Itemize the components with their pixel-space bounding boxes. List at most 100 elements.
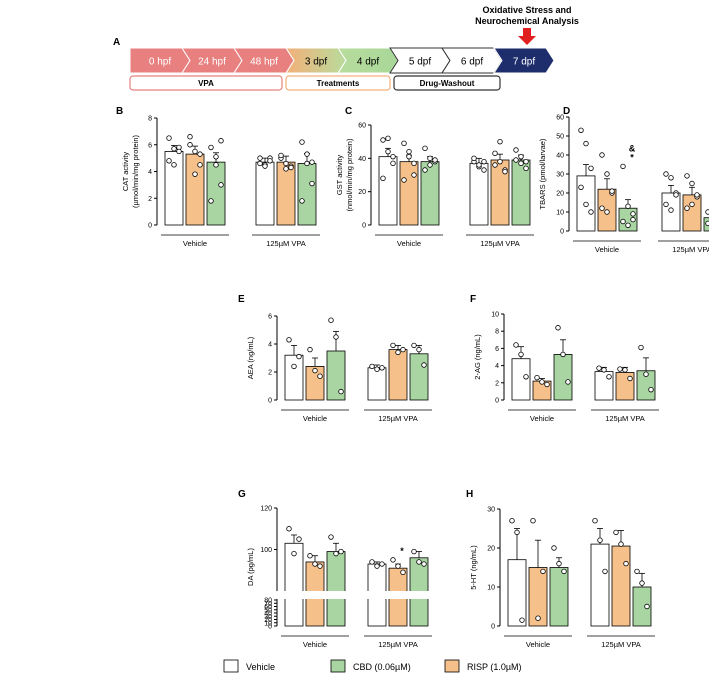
y-tick-label: 30 bbox=[556, 172, 564, 179]
data-point bbox=[578, 184, 584, 190]
group-label: 125µM VPA bbox=[672, 245, 709, 254]
data-point bbox=[492, 162, 498, 168]
data-point bbox=[613, 529, 619, 536]
y-tick-label: 20 bbox=[556, 191, 564, 198]
panel-label: E bbox=[238, 294, 245, 305]
legend-label: RISP (1.0µM) bbox=[467, 662, 522, 672]
y-tick-label: 30 bbox=[264, 614, 272, 621]
data-point bbox=[299, 139, 305, 145]
data-point bbox=[513, 342, 519, 348]
data-point bbox=[601, 367, 607, 373]
y-tick-label: 60 bbox=[264, 604, 272, 611]
data-point bbox=[288, 164, 294, 171]
data-point bbox=[213, 154, 219, 160]
data-point bbox=[411, 172, 417, 178]
data-point bbox=[328, 534, 334, 540]
data-point bbox=[513, 157, 519, 163]
panel-label: H bbox=[466, 489, 473, 500]
data-point bbox=[599, 205, 605, 211]
timeline-step-label: 24 hpf bbox=[198, 57, 226, 68]
legend: Vehicle CBD (0.06µM) RISP (1.0µM) bbox=[223, 659, 522, 673]
y-tick-label: 4 bbox=[268, 342, 272, 349]
data-point bbox=[497, 158, 503, 165]
group-label: 125µM VPA bbox=[378, 414, 418, 423]
data-point bbox=[401, 140, 407, 147]
bar bbox=[378, 156, 398, 226]
data-point bbox=[689, 201, 695, 208]
y-tick-label: 2 bbox=[268, 370, 272, 377]
y-tick-label: 4 bbox=[495, 363, 499, 370]
timeline-step-label: 7 dpf bbox=[513, 57, 535, 68]
data-point bbox=[286, 526, 292, 532]
data-point bbox=[416, 346, 422, 353]
legend-swatch bbox=[444, 659, 460, 673]
data-point bbox=[416, 559, 422, 565]
data-point bbox=[705, 209, 709, 215]
data-point bbox=[606, 374, 612, 380]
data-point bbox=[578, 127, 584, 133]
data-point bbox=[411, 160, 417, 167]
data-point bbox=[617, 366, 623, 372]
axis-break bbox=[275, 591, 437, 599]
legend-label: CBD (0.06µM) bbox=[353, 662, 411, 672]
y-tick-label: 2 bbox=[495, 380, 499, 387]
data-point bbox=[476, 162, 482, 168]
data-point bbox=[192, 171, 198, 177]
data-point bbox=[643, 371, 649, 377]
data-point bbox=[644, 603, 650, 610]
y-axis-label: 5-HT (ng/mL) bbox=[469, 545, 478, 590]
timeline-panel: A Oxidative Stress and Neurochemical Ana… bbox=[113, 5, 579, 91]
timeline-step-label: 4 dpf bbox=[357, 57, 379, 68]
data-point bbox=[599, 152, 605, 158]
data-point bbox=[597, 537, 603, 543]
data-point bbox=[208, 198, 214, 204]
y-axis-label: TBARS (pmol/larvae) bbox=[538, 138, 547, 209]
data-point bbox=[588, 209, 594, 215]
timeline-phase-box bbox=[129, 75, 283, 91]
data-point bbox=[333, 334, 339, 340]
data-point bbox=[312, 367, 318, 374]
bar bbox=[590, 543, 610, 627]
timeline-step-label: 6 dpf bbox=[461, 57, 483, 68]
significance-mark: & bbox=[629, 143, 636, 153]
data-point bbox=[166, 158, 172, 164]
y-tick-label: 120 bbox=[260, 506, 272, 513]
data-point bbox=[257, 155, 263, 161]
y-tick-label: 0 bbox=[491, 624, 495, 631]
bar bbox=[284, 354, 304, 401]
data-point bbox=[296, 536, 302, 542]
y-tick-label: 10 bbox=[491, 312, 499, 319]
y-tick-label: 50 bbox=[556, 134, 564, 141]
y-tick-label: 10 bbox=[556, 210, 564, 217]
data-point bbox=[497, 138, 503, 145]
y-tick-label: 40 bbox=[358, 156, 366, 163]
chart-panel-e: E 0 2 4 6 AEA (ng/mL) Vehicle 125µM VPA bbox=[238, 294, 432, 423]
data-point bbox=[535, 615, 541, 621]
y-tick-label: 6 bbox=[148, 142, 152, 149]
legend-swatch bbox=[330, 659, 346, 673]
data-point bbox=[514, 529, 520, 536]
bar bbox=[399, 161, 419, 226]
chart-panel-h: H 0 10 20 30 5-HT (ng/mL) Vehicle 125µM VPA bbox=[466, 489, 655, 649]
data-point bbox=[317, 373, 323, 379]
data-point bbox=[673, 192, 679, 198]
data-point bbox=[530, 518, 536, 524]
data-point bbox=[523, 158, 529, 165]
group-label: Vehicle bbox=[303, 414, 327, 423]
y-axis-label-line2: (nmol/min/mg protein) bbox=[345, 138, 354, 211]
data-point bbox=[427, 155, 433, 162]
data-point bbox=[689, 180, 695, 187]
data-point bbox=[518, 160, 524, 167]
y-axis-label: AEA (ng/mL) bbox=[246, 336, 255, 379]
data-point bbox=[620, 163, 626, 170]
data-point bbox=[519, 617, 525, 623]
significance-mark: * bbox=[630, 152, 634, 162]
bar bbox=[388, 349, 408, 401]
data-point bbox=[296, 353, 302, 360]
data-point bbox=[317, 563, 323, 569]
timeline-step bbox=[493, 47, 555, 74]
data-point bbox=[622, 367, 628, 373]
y-tick-label: 8 bbox=[148, 116, 152, 123]
panel-label-a: A bbox=[113, 37, 120, 48]
